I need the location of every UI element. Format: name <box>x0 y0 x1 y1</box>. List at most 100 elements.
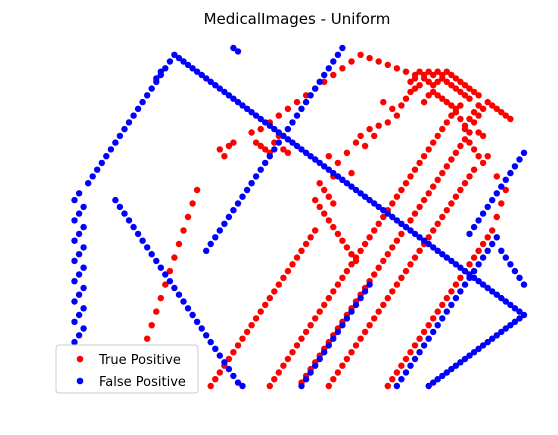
point-false-positive-101 <box>434 247 441 254</box>
point-true-positive-40 <box>430 139 437 146</box>
point-false-positive-250 <box>357 294 364 302</box>
point-true-positive-266 <box>307 234 314 241</box>
point-true-positive-161 <box>366 322 373 329</box>
point-true-positive-28 <box>443 78 450 86</box>
point-true-positive-32 <box>461 92 469 99</box>
point-true-positive-226 <box>293 98 301 106</box>
point-true-positive-272 <box>280 274 287 281</box>
point-true-positive-20 <box>416 82 423 89</box>
point-false-positive-105 <box>452 261 460 268</box>
chart-title: MedicalImages - Uniform <box>204 10 391 28</box>
point-true-positive-182 <box>461 82 469 89</box>
point-true-positive-41 <box>425 146 432 153</box>
point-false-positive-206 <box>466 230 473 238</box>
point-false-positive-30 <box>112 139 119 146</box>
point-true-positive-293 <box>175 240 183 248</box>
point-false-positive-138 <box>439 372 446 380</box>
point-true-positive-94 <box>434 176 441 183</box>
point-true-positive-146 <box>434 220 441 227</box>
point-false-positive-129 <box>479 342 487 349</box>
point-true-positive-263 <box>348 251 355 258</box>
point-false-positive-51 <box>207 78 214 86</box>
point-true-positive-168 <box>334 369 342 376</box>
point-true-positive-3 <box>325 153 332 160</box>
point-false-positive-93 <box>398 220 405 227</box>
point-false-positive-5 <box>80 223 87 231</box>
point-true-positive-277 <box>257 308 264 315</box>
point-true-positive-227 <box>302 92 310 99</box>
point-true-positive-60 <box>339 274 346 281</box>
point-false-positive-79 <box>334 173 342 180</box>
point-false-positive-263 <box>298 382 305 390</box>
point-true-positive-245 <box>280 146 287 153</box>
point-false-positive-173 <box>234 379 242 386</box>
point-true-positive-276 <box>262 301 269 309</box>
point-true-positive-237 <box>393 65 401 72</box>
point-false-positive-49 <box>198 71 205 79</box>
point-false-positive-228 <box>479 254 487 261</box>
point-true-positive-164 <box>352 342 360 349</box>
point-true-positive-98 <box>416 203 423 211</box>
point-false-positive-122 <box>511 318 519 325</box>
point-false-positive-237 <box>439 315 446 322</box>
point-false-positive-131 <box>470 349 478 356</box>
legend-marker-false-positive <box>76 377 84 385</box>
point-false-positive-104 <box>448 257 455 265</box>
point-true-positive-286 <box>216 369 223 376</box>
point-true-positive-73 <box>280 362 287 369</box>
point-false-positive-210 <box>484 203 491 211</box>
point-true-positive-200 <box>475 247 482 254</box>
point-false-positive-260 <box>312 362 319 369</box>
point-true-positive-8 <box>371 132 378 140</box>
point-false-positive-142 <box>230 44 237 52</box>
point-false-positive-87 <box>371 200 378 207</box>
point-true-positive-222 <box>257 125 264 133</box>
point-true-positive-135 <box>470 146 478 153</box>
point-true-positive-25 <box>430 82 437 89</box>
point-true-positive-63 <box>325 294 332 302</box>
point-true-positive-89 <box>457 142 464 150</box>
point-false-positive-227 <box>484 247 491 254</box>
point-true-positive-102 <box>398 230 405 238</box>
point-false-positive-201 <box>321 71 328 79</box>
point-true-positive-188 <box>493 105 500 113</box>
point-true-positive-96 <box>425 190 432 197</box>
point-true-positive-294 <box>171 254 178 261</box>
point-true-positive-282 <box>234 342 242 349</box>
point-true-positive-229 <box>321 78 328 86</box>
point-false-positive-13 <box>71 278 78 285</box>
point-false-positive-190 <box>271 146 278 153</box>
point-true-positive-145 <box>439 213 446 221</box>
point-false-positive-18 <box>75 311 83 319</box>
point-true-positive-48 <box>393 193 401 200</box>
point-true-positive-234 <box>366 54 373 62</box>
point-false-positive-163 <box>189 311 196 319</box>
point-true-positive-264 <box>352 257 360 265</box>
point-false-positive-134 <box>457 359 464 366</box>
point-true-positive-64 <box>321 301 328 309</box>
point-true-positive-153 <box>402 267 410 275</box>
point-true-positive-148 <box>425 234 432 241</box>
point-true-positive-53 <box>371 227 378 234</box>
point-false-positive-111 <box>479 281 487 288</box>
point-false-positive-244 <box>407 362 414 369</box>
point-false-positive-217 <box>516 156 523 163</box>
point-true-positive-184 <box>470 88 478 96</box>
point-false-positive-165 <box>198 325 205 332</box>
point-true-positive-299 <box>148 322 155 329</box>
point-false-positive-166 <box>203 332 210 339</box>
point-true-positive-82 <box>443 98 450 106</box>
point-true-positive-58 <box>348 261 355 268</box>
point-true-positive-103 <box>393 237 401 244</box>
point-false-positive-155 <box>153 257 160 265</box>
point-true-positive-189 <box>498 109 505 116</box>
point-true-positive-253 <box>325 193 332 200</box>
point-false-positive-144 <box>157 68 164 75</box>
point-true-positive-47 <box>398 186 405 194</box>
point-false-positive-176 <box>207 240 214 248</box>
point-false-positive-25 <box>89 173 96 180</box>
point-false-positive-62 <box>257 115 264 123</box>
point-true-positive-279 <box>248 322 255 329</box>
point-false-positive-128 <box>484 338 491 346</box>
point-true-positive-284 <box>225 355 233 363</box>
